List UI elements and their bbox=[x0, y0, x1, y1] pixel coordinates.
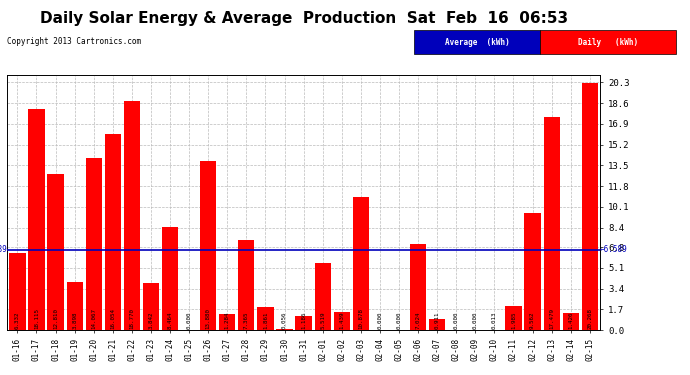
Text: 3.842: 3.842 bbox=[148, 312, 153, 329]
Text: 10.878: 10.878 bbox=[358, 308, 364, 329]
Bar bbox=[86, 158, 102, 330]
Text: Daily   (kWh): Daily (kWh) bbox=[578, 38, 638, 47]
Bar bbox=[524, 213, 541, 330]
Text: 20.268: 20.268 bbox=[587, 308, 592, 329]
Bar bbox=[562, 313, 579, 330]
Text: 0.000: 0.000 bbox=[473, 312, 477, 329]
Bar bbox=[28, 109, 45, 330]
Text: ←6.589: ←6.589 bbox=[600, 245, 627, 254]
Bar bbox=[334, 312, 350, 330]
Text: 7.024: 7.024 bbox=[415, 312, 421, 329]
Bar bbox=[582, 83, 598, 330]
Text: 5.519: 5.519 bbox=[320, 312, 325, 329]
Text: 1.985: 1.985 bbox=[511, 312, 516, 329]
Bar bbox=[429, 319, 445, 330]
Text: 13.880: 13.880 bbox=[206, 308, 210, 329]
Text: 18.770: 18.770 bbox=[130, 308, 135, 329]
Bar bbox=[410, 244, 426, 330]
Bar bbox=[505, 306, 522, 330]
Text: 1.186: 1.186 bbox=[301, 312, 306, 329]
Bar bbox=[353, 197, 369, 330]
Text: 9.562: 9.562 bbox=[530, 312, 535, 329]
Text: 0.000: 0.000 bbox=[186, 312, 192, 329]
Bar bbox=[257, 307, 273, 330]
Text: 18.115: 18.115 bbox=[34, 308, 39, 329]
Text: 1.426: 1.426 bbox=[569, 312, 573, 329]
Text: 0.000: 0.000 bbox=[397, 312, 402, 329]
Text: Daily Solar Energy & Average  Production  Sat  Feb  16  06:53: Daily Solar Energy & Average Production … bbox=[39, 11, 568, 26]
Text: 0.056: 0.056 bbox=[282, 312, 287, 329]
Text: Copyright 2013 Cartronics.com: Copyright 2013 Cartronics.com bbox=[7, 38, 141, 46]
Text: 17.479: 17.479 bbox=[549, 308, 554, 329]
Text: 0.000: 0.000 bbox=[377, 312, 382, 329]
Bar bbox=[162, 227, 178, 330]
Text: 16.054: 16.054 bbox=[110, 308, 115, 329]
Bar bbox=[544, 117, 560, 330]
Bar bbox=[66, 282, 83, 330]
Bar bbox=[238, 240, 255, 330]
Bar bbox=[277, 329, 293, 330]
Bar bbox=[295, 315, 312, 330]
Text: 0.911: 0.911 bbox=[435, 312, 440, 329]
Text: 3.898: 3.898 bbox=[72, 312, 77, 329]
Text: 8.464: 8.464 bbox=[168, 312, 172, 329]
Text: 0.000: 0.000 bbox=[454, 312, 459, 329]
Bar bbox=[105, 134, 121, 330]
Text: 1.861: 1.861 bbox=[263, 312, 268, 329]
Bar bbox=[143, 283, 159, 330]
Text: 0.013: 0.013 bbox=[492, 312, 497, 329]
Text: Average  (kWh): Average (kWh) bbox=[444, 38, 509, 47]
Bar bbox=[200, 160, 216, 330]
Text: ←6.589: ←6.589 bbox=[0, 245, 8, 254]
Text: 14.067: 14.067 bbox=[91, 308, 96, 329]
Text: 1.284: 1.284 bbox=[225, 312, 230, 329]
Text: 6.332: 6.332 bbox=[15, 312, 20, 329]
Bar bbox=[9, 253, 26, 330]
Text: 7.365: 7.365 bbox=[244, 312, 249, 329]
Text: 12.810: 12.810 bbox=[53, 308, 58, 329]
Bar bbox=[219, 314, 235, 330]
Bar bbox=[124, 101, 140, 330]
Bar bbox=[540, 30, 676, 54]
Bar bbox=[48, 174, 63, 330]
Text: 1.439: 1.439 bbox=[339, 312, 344, 329]
Bar bbox=[315, 262, 331, 330]
Bar bbox=[414, 30, 540, 54]
